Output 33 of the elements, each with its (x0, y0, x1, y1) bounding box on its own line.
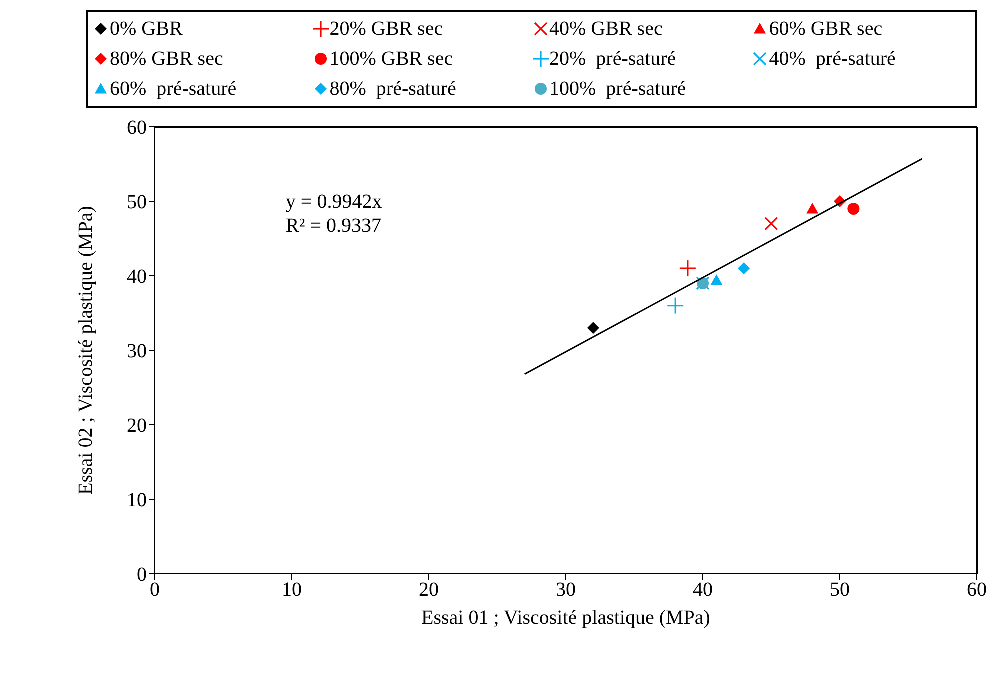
legend-label: 60% pré-saturé (110, 78, 237, 100)
legend-label: 80% pré-saturé (330, 78, 456, 100)
x-tick-label: 40 (693, 579, 713, 602)
legend-label: 40% pré-saturé (769, 48, 896, 70)
x-tick-label: 60 (967, 579, 987, 602)
point (848, 202, 860, 215)
y-tick-label: 20 (127, 415, 147, 438)
legend-label: 0% GBR (110, 18, 183, 40)
x-tick-label: 50 (830, 579, 850, 602)
point (738, 262, 750, 275)
y-axis-title: Essai 02 ; Viscosité plastique (MPa) (75, 206, 98, 495)
legend-label: 100% pré-saturé (550, 78, 686, 100)
y-tick-label: 10 (127, 490, 147, 512)
x-axis-title: Essai 01 ; Viscosité plastique (MPa) (422, 607, 710, 629)
x-tick-label: 10 (282, 579, 302, 602)
legend-label: 20% GBR sec (330, 18, 444, 40)
legend-label: 80% GBR sec (110, 48, 224, 70)
y-tick-label: 30 (127, 340, 147, 363)
annotation: R² = 0.9337 (286, 214, 382, 238)
point (710, 274, 723, 286)
y-tick-label: 60 (127, 117, 147, 140)
legend-label: 20% pré-saturé (550, 48, 676, 70)
legend-label: 60% GBR sec (769, 18, 883, 40)
y-tick-label: 40 (127, 266, 147, 288)
y-tick-label: 0 (137, 564, 147, 586)
x-tick-label: 30 (556, 579, 576, 602)
y-tick-label: 50 (127, 192, 147, 214)
point (587, 322, 600, 334)
x-tick-label: 20 (419, 579, 439, 602)
point (806, 202, 819, 214)
annotation: y = 0.9942x (286, 190, 382, 214)
legend-label: 100% GBR sec (330, 48, 454, 70)
legend-label: 40% GBR sec (550, 18, 663, 40)
